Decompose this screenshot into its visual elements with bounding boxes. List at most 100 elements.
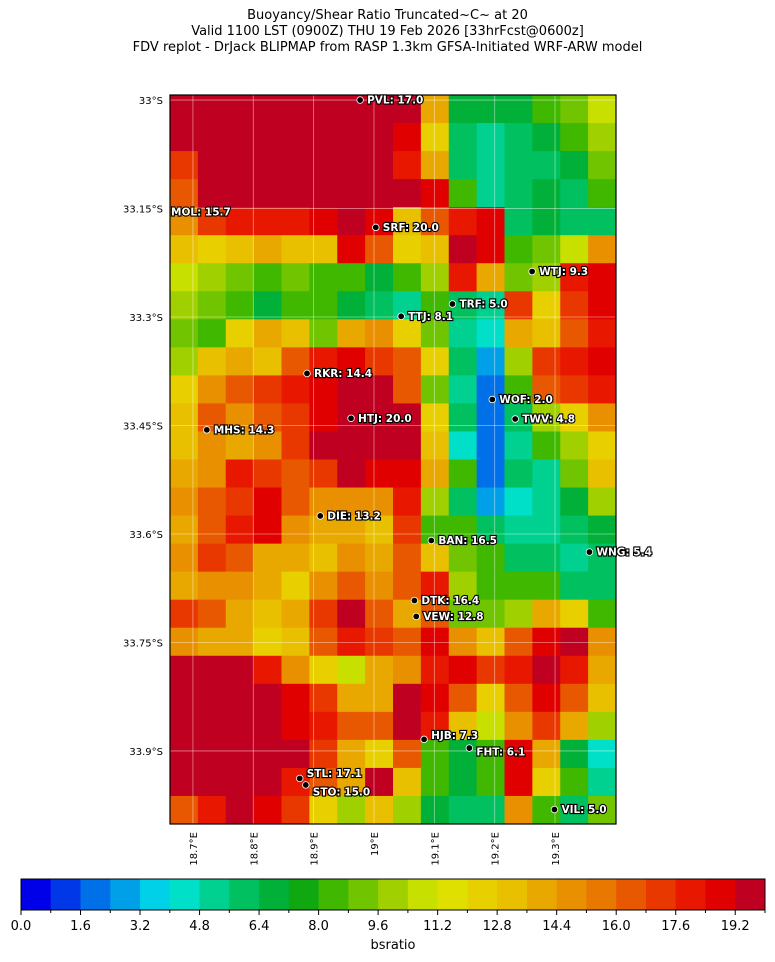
heatmap-cell <box>253 263 283 292</box>
heatmap-cell <box>532 655 561 685</box>
heatmap-cell <box>197 179 227 208</box>
heatmap-cell <box>448 711 478 741</box>
heatmap-cell <box>225 515 255 545</box>
heatmap-cell <box>532 683 561 713</box>
heatmap-cell <box>365 207 394 236</box>
station-label: STL: 17.1 <box>307 768 362 780</box>
station-marker[interactable]: MOL: 15.7 <box>170 206 232 220</box>
heatmap-cell <box>420 683 450 713</box>
heatmap-cell <box>393 151 422 180</box>
heatmap-cell <box>281 459 310 489</box>
graticule <box>170 95 616 824</box>
heatmap-cell <box>225 795 255 824</box>
station-label: STO: 15.0 <box>313 786 370 798</box>
heatmap-cell <box>448 599 478 629</box>
station-marker[interactable]: BAN: 16.5 <box>427 534 498 548</box>
heatmap-cell <box>225 347 255 376</box>
station-marker[interactable]: STO: 15.0 <box>302 781 371 800</box>
station-marker[interactable]: HJB: 7.3 <box>420 729 479 744</box>
heatmap-cell <box>337 795 366 824</box>
heatmap-cell <box>337 459 366 489</box>
heatmap-cell <box>309 263 338 292</box>
heatmap-cell <box>309 375 338 405</box>
heatmap-cell <box>337 739 366 769</box>
heatmap-cell <box>337 599 366 629</box>
station-marker[interactable]: WOF: 2.0 <box>488 393 554 407</box>
station-dot <box>296 774 304 783</box>
station-marker[interactable]: MHS: 14.3 <box>203 423 275 437</box>
lat-tick-label: 33.9°S <box>129 747 163 758</box>
heatmap-cell <box>225 431 255 461</box>
heatmap-cell <box>560 263 589 292</box>
station-label: PVL: 17.0 <box>367 95 423 107</box>
heatmap-cell <box>420 347 450 376</box>
heatmap-cell <box>197 151 227 180</box>
heatmap-cell <box>309 739 338 769</box>
heatmap-cell <box>365 655 394 685</box>
heatmap-cell <box>253 459 283 489</box>
lat-tick-label: 33.6°S <box>129 530 163 541</box>
heatmap-cell <box>170 179 199 208</box>
heatmap-cell <box>560 487 589 517</box>
heatmap-cell <box>225 375 255 405</box>
station-marker[interactable]: VEW: 12.8 <box>412 610 485 624</box>
heatmap-cell <box>365 291 394 320</box>
heatmap-cell <box>393 767 422 797</box>
station-dot <box>303 369 311 378</box>
heatmap-cell <box>337 207 366 236</box>
colorbar-swatch <box>467 879 498 910</box>
heatmap-cell <box>309 403 338 433</box>
station-marker[interactable]: RKR: 14.4 <box>303 367 373 381</box>
heatmap-cell <box>560 515 589 545</box>
heatmap-cell <box>560 347 589 376</box>
station-marker[interactable]: STL: 17.1 <box>296 767 363 783</box>
heatmap-cell <box>197 515 227 545</box>
heatmap-cell <box>393 515 422 545</box>
heatmap-cell <box>588 151 616 180</box>
station-markers: PVL: 17.0 MOL: 15.7 SRF: 20.0 WTJ: 9.3 TRF: … <box>170 93 653 817</box>
heatmap-cell <box>420 151 450 180</box>
heatmap-cell <box>309 515 338 545</box>
colorbar-swatch <box>378 879 409 910</box>
colorbar-swatch <box>497 879 528 910</box>
station-marker[interactable]: DIE: 13.2 <box>316 509 382 524</box>
station-marker[interactable]: VIL: 5.0 <box>550 803 608 817</box>
colorbar-swatch <box>318 879 349 910</box>
heatmap-cell <box>253 291 283 320</box>
station-marker[interactable]: WNG: 5.4 <box>585 545 653 560</box>
heatmap-cell <box>337 487 366 517</box>
station-marker[interactable]: PVL: 17.0 <box>356 93 424 108</box>
heatmap-cell <box>420 459 450 489</box>
station-marker[interactable]: FHT: 6.1 <box>465 744 526 760</box>
heatmap-cell <box>170 711 199 741</box>
heatmap-cell <box>420 431 450 461</box>
heatmap-cell <box>504 179 533 208</box>
heatmap-cell <box>309 795 338 824</box>
station-marker[interactable]: SRF: 20.0 <box>372 221 440 235</box>
station-label: HJB: 7.3 <box>431 730 478 742</box>
heatmap-cell <box>170 459 199 489</box>
station-marker[interactable]: TTJ: 8.1 <box>397 310 454 324</box>
station-marker[interactable]: DTK: 16.4 <box>410 594 480 608</box>
heatmap-cell <box>448 571 478 601</box>
station-marker[interactable]: WTJ: 9.3 <box>528 265 589 279</box>
chart-title-line1: Buoyancy/Shear Ratio Truncated~C~ at 20 <box>247 8 528 23</box>
heatmap-cell <box>532 403 561 433</box>
heatmap-cell <box>365 179 394 208</box>
heatmap-cell <box>588 375 616 405</box>
heatmap-cell <box>197 431 227 461</box>
lon-tick-label: 19.3°E <box>551 832 562 866</box>
heatmap-cell <box>309 543 338 573</box>
heatmap-cell <box>365 235 394 264</box>
station-marker[interactable]: TRF: 5.0 <box>448 297 509 312</box>
station-marker[interactable]: TWV: 4.8 <box>511 412 576 427</box>
station-marker[interactable]: HTJ: 20.0 <box>347 412 413 426</box>
station-label: MHS: 14.3 <box>214 424 275 436</box>
heatmap-cell <box>253 235 283 264</box>
heatmap-cell <box>560 403 589 433</box>
heatmap-cell <box>393 683 422 713</box>
heatmap-cell <box>225 291 255 320</box>
heatmap-cell <box>588 515 616 545</box>
heatmap-cell <box>365 375 394 405</box>
colorbar-swatch <box>169 879 201 910</box>
